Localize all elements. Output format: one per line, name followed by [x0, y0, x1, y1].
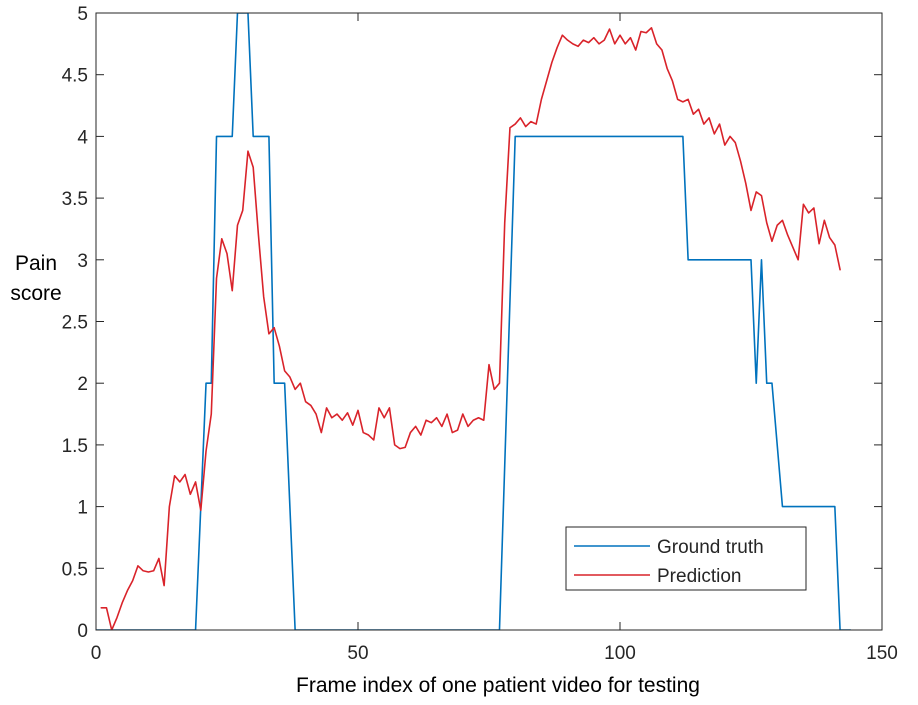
y-tick-label: 4 — [77, 127, 88, 148]
legend: Ground truth Prediction — [565, 526, 807, 591]
y-tick-label: 0 — [77, 621, 88, 642]
x-tick-label: 100 — [604, 643, 636, 664]
x-tick-label: 50 — [347, 643, 368, 664]
y-tick-label: 5 — [77, 4, 88, 25]
legend-label-prediction: Prediction — [657, 566, 742, 587]
y-tick-label: 2 — [77, 374, 88, 395]
x-tick-label: 0 — [91, 643, 102, 664]
series-line-prediction — [100, 27, 841, 630]
y-tick-label: 1.5 — [62, 436, 88, 457]
y-axis-title-line-1: Pain — [15, 252, 57, 275]
tick-marks — [95, 12, 883, 631]
legend-label-ground-truth: Ground truth — [657, 537, 764, 558]
y-tick-label: 0.5 — [62, 559, 88, 580]
y-tick-label: 1 — [77, 498, 88, 519]
x-axis-title: Frame index of one patient video for tes… — [296, 674, 700, 697]
series-lines — [96, 13, 852, 630]
x-tick-label: 150 — [866, 643, 898, 664]
y-tick-label: 4.5 — [62, 66, 88, 87]
y-tick-label: 3 — [77, 251, 88, 272]
legend-box — [565, 526, 807, 591]
y-tick-label: 3.5 — [62, 189, 88, 210]
series-line-ground-truth — [96, 13, 852, 630]
y-tick-label: 2.5 — [62, 313, 88, 334]
y-axis-title-line-2: score — [10, 282, 61, 305]
tick-labels: 0 50 100 150 0 0.5 1 1.5 2 2.5 3 3.5 4 4.5 5 — [62, 4, 898, 664]
